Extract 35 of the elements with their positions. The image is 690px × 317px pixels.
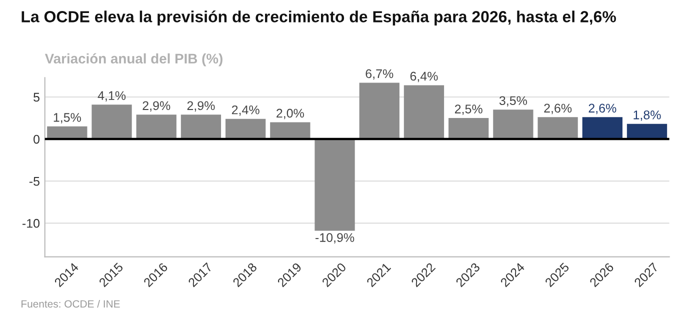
data-label: -10,9%: [316, 233, 354, 244]
bar: [314, 139, 355, 231]
chart-title: La OCDE eleva la previsión de crecimiento de España para 2026, hasta el 2,6%: [22, 10, 616, 26]
data-label: 4,1%: [98, 91, 126, 102]
data-label: 2,6%: [588, 104, 616, 114]
data-label: 2,9%: [187, 101, 215, 112]
data-label: 6,4%: [410, 72, 438, 82]
data-label: 2,6%: [544, 104, 572, 114]
data-label: 2,0%: [276, 108, 304, 120]
bar: [47, 126, 88, 140]
data-label: 3,5%: [499, 96, 527, 107]
bar: [448, 118, 489, 140]
data-label: 6,7%: [366, 69, 394, 80]
y-tick-label: -5: [29, 177, 40, 186]
bar: [225, 118, 266, 140]
y-tick-label: 0: [34, 134, 40, 144]
data-label: 2,5%: [454, 104, 482, 115]
bar: [404, 85, 444, 140]
bar: [92, 104, 132, 140]
bar: [180, 114, 222, 140]
bar: [136, 114, 176, 140]
bar: [359, 82, 400, 140]
y-tick-label: -10: [22, 218, 40, 228]
bar: [626, 124, 668, 140]
data-label: 2,4%: [232, 105, 260, 116]
y-tick-label: 5: [34, 92, 40, 102]
bar: [493, 110, 534, 140]
bar: [582, 117, 622, 140]
bar: [538, 117, 578, 140]
source-note: Fuentes: OCDE / INE: [22, 300, 120, 308]
chart-subtitle: Variación anual del PIB (%): [44, 53, 222, 66]
data-label: 2,9%: [142, 101, 170, 112]
data-label: 1,8%: [634, 110, 661, 121]
data-label: 1,5%: [54, 113, 81, 124]
bar: [270, 122, 310, 140]
